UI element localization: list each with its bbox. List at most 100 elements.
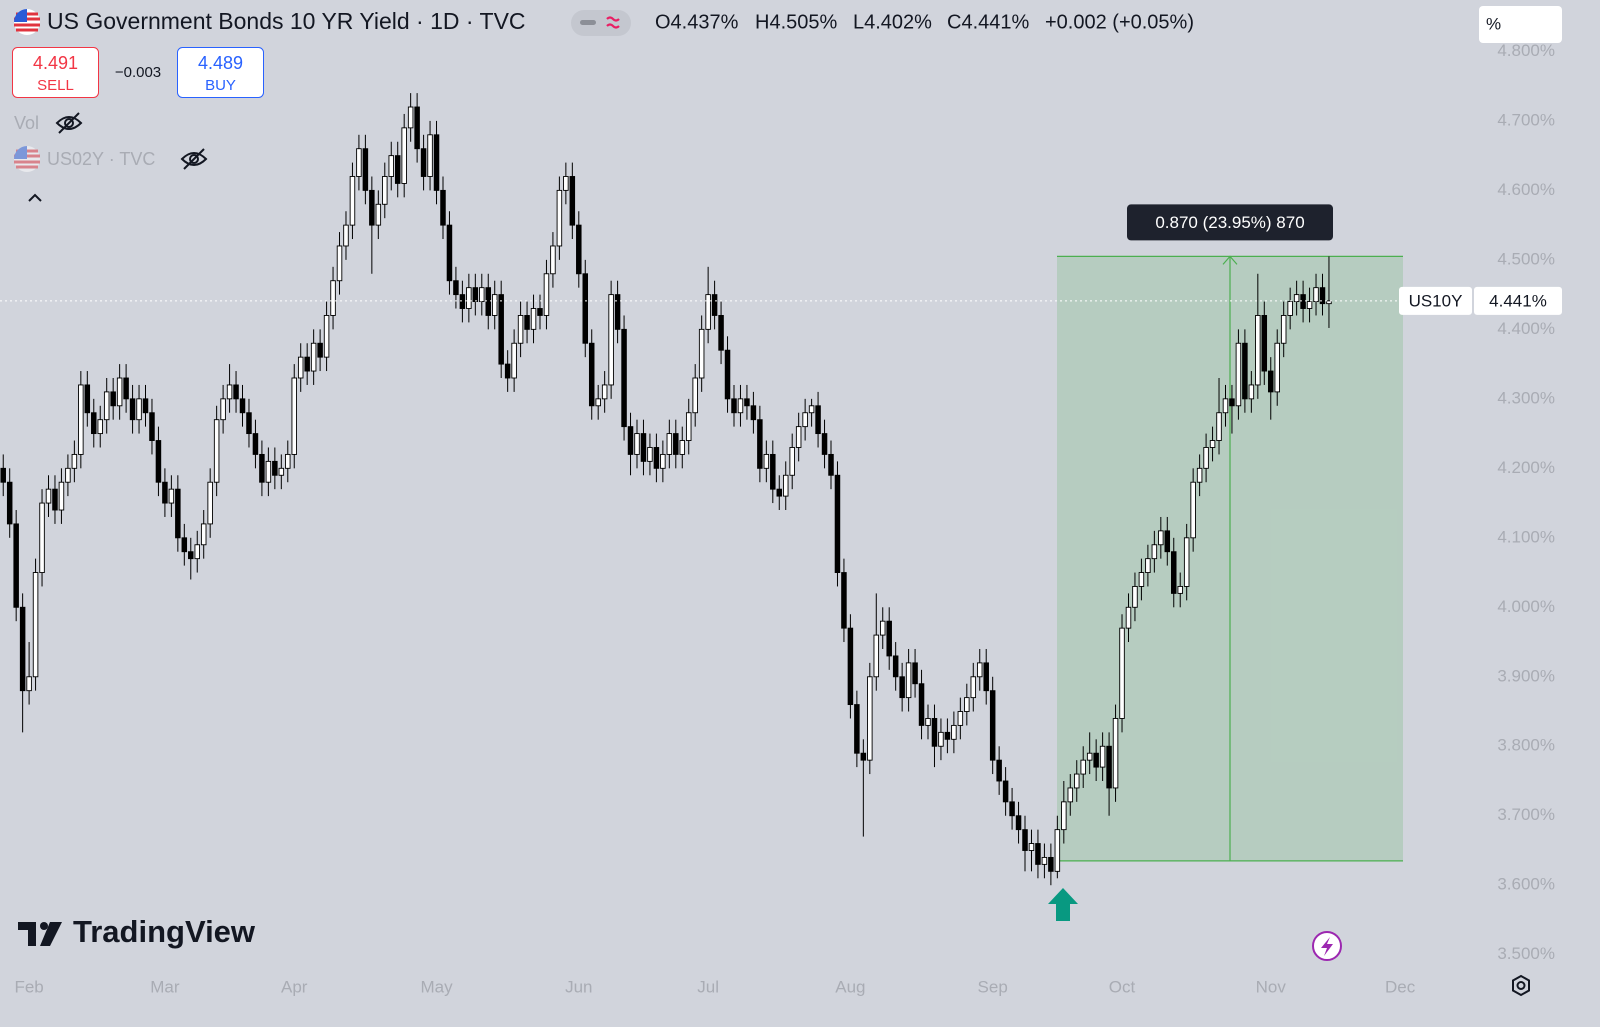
candle-body [136, 398, 142, 421]
y-tick-label: 4.800% [1497, 41, 1555, 60]
candle-body [576, 224, 582, 275]
y-tick-label: 3.800% [1497, 736, 1555, 755]
symbol-title: US Government Bonds 10 YR Yield · 1D · T… [47, 8, 526, 34]
hidden-eye-icon[interactable] [180, 148, 208, 170]
x-tick-label: Dec [1385, 977, 1416, 996]
candle-body [65, 467, 71, 483]
scale-mode-box[interactable]: % [1479, 6, 1562, 43]
candle-body [1073, 773, 1080, 789]
candle-body [330, 280, 336, 316]
y-tick-label: 4.400% [1497, 319, 1555, 338]
logo-text: TradingView [73, 914, 256, 949]
y-tick-label: 4.000% [1497, 597, 1555, 616]
candle-body [252, 433, 259, 455]
settings-icon[interactable] [1512, 974, 1530, 997]
candle-body [1080, 759, 1086, 775]
candle-body [1287, 301, 1293, 316]
ohlc-close: C4.441% [947, 11, 1029, 33]
candle-body [304, 356, 310, 372]
buy-button[interactable]: 4.489 BUY [177, 47, 264, 98]
candle-body [1035, 843, 1041, 865]
candle-body [343, 224, 349, 247]
candle-body [627, 426, 634, 455]
buy-price: 4.489 [198, 53, 243, 73]
candle-body [155, 440, 162, 483]
plot-area: 3.500% 3.600% 3.700% 3.800% 3.900% 4.000% 4.10… [0, 41, 1562, 996]
candle-body [1002, 780, 1009, 803]
candle-body [905, 662, 912, 699]
candle-body [1229, 398, 1235, 407]
candle-body [323, 315, 330, 358]
candle-body [550, 245, 556, 275]
candle-body [634, 433, 640, 455]
candle-body [673, 433, 679, 455]
candle-body [524, 315, 530, 330]
candle-body [1054, 829, 1061, 872]
candle-body [78, 384, 84, 455]
candle-body [1009, 801, 1015, 817]
candle-body [32, 572, 39, 678]
indicator-toggle[interactable] [571, 10, 631, 36]
candle-body [1235, 342, 1242, 407]
candle-body [71, 453, 78, 469]
symbol-label-box [1399, 286, 1472, 315]
candle-body [226, 384, 233, 400]
candle-body [1255, 315, 1261, 386]
collapse-caret[interactable] [28, 193, 42, 202]
candle-body [310, 342, 317, 372]
candle-body [110, 391, 116, 407]
candle-body [407, 106, 414, 129]
candle-body [103, 391, 110, 421]
candle-body [763, 453, 770, 469]
sell-label: SELL [37, 77, 74, 94]
candle-body [1293, 294, 1300, 303]
candle-body [860, 752, 867, 761]
candle-body [614, 294, 621, 330]
candle-body [685, 412, 692, 441]
ohlc-change: +0.002 (+0.05%) [1045, 11, 1194, 33]
candle-body [1222, 398, 1229, 414]
candle-body [1216, 412, 1222, 441]
candle-body [705, 294, 711, 330]
x-tick-label: May [420, 977, 453, 996]
candle-body [530, 308, 537, 330]
candle-body [750, 405, 757, 421]
x-tick-label: Sep [978, 977, 1008, 996]
ohlc-low: L4.402% [853, 11, 932, 33]
candle-body [369, 189, 375, 226]
candle-body [1183, 537, 1190, 587]
y-tick-label: 4.200% [1497, 458, 1555, 477]
candle-body [511, 342, 517, 379]
candle-body [123, 377, 129, 400]
candle-body [621, 328, 627, 428]
candle-body [278, 467, 285, 476]
volume-label: Vol [14, 113, 39, 133]
sell-button[interactable]: 4.491 SELL [12, 47, 99, 98]
candle-body [440, 189, 446, 226]
candle-body [1300, 294, 1306, 309]
candle-body [647, 447, 653, 462]
candle-body [498, 294, 504, 365]
candle-body [19, 606, 26, 692]
candle-body [951, 724, 957, 740]
ohlc-open: O4.437% [655, 11, 739, 33]
candle-body [388, 155, 395, 177]
candle-body [362, 148, 369, 191]
candle-body [1171, 551, 1177, 594]
candle-body [297, 356, 304, 379]
candle-body [1177, 585, 1183, 594]
lightning-icon[interactable] [1312, 931, 1342, 961]
x-tick-label: Jun [565, 977, 592, 996]
candle-body [886, 620, 892, 657]
candle-body [834, 474, 841, 574]
hidden-eye-icon[interactable] [55, 112, 83, 134]
candle-body [1028, 843, 1035, 851]
candle-body [175, 488, 181, 539]
candle-body [1158, 530, 1164, 546]
x-tick-label: Feb [14, 977, 43, 996]
candle-body [149, 412, 155, 441]
y-tick-label: 4.600% [1497, 180, 1555, 199]
x-tick-label: Oct [1109, 977, 1136, 996]
candle-body [543, 273, 550, 316]
y-tick-label: 3.700% [1497, 805, 1555, 824]
